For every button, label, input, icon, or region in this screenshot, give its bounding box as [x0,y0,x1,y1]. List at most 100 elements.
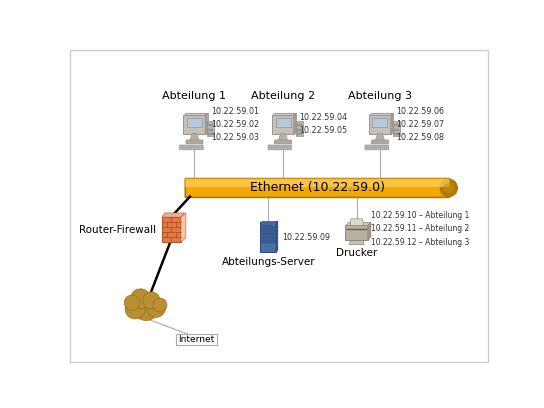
FancyBboxPatch shape [285,146,288,147]
FancyBboxPatch shape [275,147,277,148]
FancyBboxPatch shape [382,148,385,149]
FancyBboxPatch shape [208,124,213,126]
FancyBboxPatch shape [187,118,202,127]
FancyBboxPatch shape [288,146,290,147]
FancyBboxPatch shape [262,233,275,235]
Text: 10.22.59.04
10.22.59.05: 10.22.59.04 10.22.59.05 [299,113,348,135]
FancyBboxPatch shape [186,146,188,147]
FancyBboxPatch shape [262,225,275,228]
Circle shape [131,289,151,309]
Polygon shape [391,114,393,133]
FancyBboxPatch shape [181,148,183,149]
FancyBboxPatch shape [288,147,290,148]
FancyBboxPatch shape [393,120,400,136]
FancyBboxPatch shape [186,147,188,148]
FancyBboxPatch shape [207,120,214,136]
Polygon shape [346,222,371,226]
Text: 10.22.59.10 – Abteilung 1
10.22.59.11 – Abteilung 2
10.22.59.12 – Abteilung 3: 10.22.59.10 – Abteilung 1 10.22.59.11 – … [371,211,469,246]
Polygon shape [294,114,295,133]
Polygon shape [375,133,385,140]
FancyBboxPatch shape [366,148,368,149]
FancyBboxPatch shape [372,148,374,149]
FancyBboxPatch shape [374,147,376,148]
Text: 10.22.59.06
10.22.59.07
10.22.59.08: 10.22.59.06 10.22.59.07 10.22.59.08 [396,106,444,142]
FancyBboxPatch shape [181,147,183,148]
FancyBboxPatch shape [277,146,280,147]
FancyBboxPatch shape [275,146,277,147]
FancyBboxPatch shape [271,115,294,134]
FancyBboxPatch shape [162,217,181,242]
FancyBboxPatch shape [262,240,275,243]
Circle shape [132,293,160,320]
Polygon shape [368,222,371,240]
Circle shape [273,224,275,226]
FancyBboxPatch shape [268,145,292,150]
Ellipse shape [440,180,458,197]
FancyBboxPatch shape [189,148,191,149]
FancyBboxPatch shape [272,148,274,149]
FancyBboxPatch shape [70,51,488,361]
FancyBboxPatch shape [369,147,371,148]
FancyBboxPatch shape [380,148,382,149]
FancyBboxPatch shape [285,147,288,148]
FancyBboxPatch shape [180,145,203,150]
FancyBboxPatch shape [377,147,379,148]
Polygon shape [261,221,278,223]
FancyBboxPatch shape [394,124,399,126]
FancyBboxPatch shape [197,146,199,147]
FancyBboxPatch shape [183,115,206,134]
FancyBboxPatch shape [296,129,302,131]
Polygon shape [162,213,184,217]
Polygon shape [349,240,364,245]
FancyBboxPatch shape [183,147,186,148]
FancyBboxPatch shape [377,148,379,149]
FancyBboxPatch shape [380,147,382,148]
Text: Internet: Internet [178,335,215,344]
FancyBboxPatch shape [200,148,202,149]
FancyBboxPatch shape [269,148,271,149]
FancyBboxPatch shape [366,146,368,147]
FancyBboxPatch shape [191,147,194,148]
FancyBboxPatch shape [296,124,302,126]
FancyBboxPatch shape [275,140,292,144]
FancyBboxPatch shape [377,146,379,147]
Ellipse shape [443,183,454,193]
FancyBboxPatch shape [275,118,290,127]
FancyBboxPatch shape [194,148,196,149]
FancyBboxPatch shape [372,146,374,147]
Circle shape [124,295,140,310]
FancyBboxPatch shape [369,115,391,134]
Text: 10.22.59.09: 10.22.59.09 [282,233,330,242]
Text: Drucker: Drucker [336,248,378,258]
Polygon shape [184,114,207,115]
FancyBboxPatch shape [280,148,282,149]
Circle shape [153,298,167,312]
FancyBboxPatch shape [372,140,388,144]
Text: Router-Firewall: Router-Firewall [79,224,156,235]
FancyBboxPatch shape [394,133,399,135]
Circle shape [143,292,160,309]
Polygon shape [205,114,207,133]
FancyBboxPatch shape [185,113,208,133]
FancyBboxPatch shape [394,129,399,131]
Polygon shape [350,219,363,226]
Polygon shape [369,114,393,115]
FancyBboxPatch shape [260,222,276,253]
FancyBboxPatch shape [191,148,194,149]
FancyBboxPatch shape [369,146,371,147]
FancyBboxPatch shape [372,147,374,148]
FancyBboxPatch shape [277,148,280,149]
FancyBboxPatch shape [373,118,387,127]
FancyBboxPatch shape [385,146,387,147]
FancyBboxPatch shape [197,147,199,148]
FancyBboxPatch shape [365,145,389,150]
Polygon shape [190,133,199,140]
FancyBboxPatch shape [370,113,393,133]
FancyBboxPatch shape [374,148,376,149]
FancyBboxPatch shape [191,146,194,147]
FancyBboxPatch shape [382,147,385,148]
FancyBboxPatch shape [194,147,196,148]
FancyBboxPatch shape [374,146,376,147]
FancyBboxPatch shape [269,146,271,147]
FancyBboxPatch shape [282,147,285,148]
